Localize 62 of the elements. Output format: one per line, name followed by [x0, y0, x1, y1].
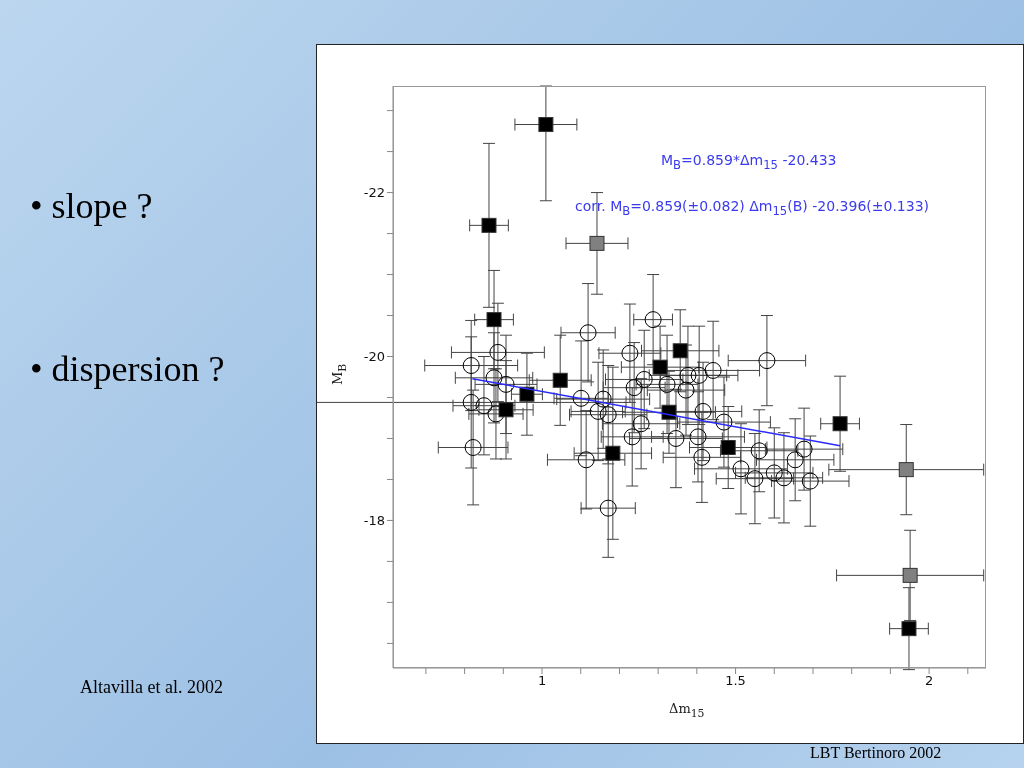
- point: [599, 499, 617, 517]
- text: • slope ?: [30, 185, 153, 227]
- point: [589, 402, 607, 420]
- point: [689, 428, 707, 446]
- point: [485, 369, 503, 387]
- x-tick-label: 1.5: [725, 673, 746, 689]
- point: [694, 402, 712, 420]
- point: [572, 389, 590, 407]
- point: [679, 366, 697, 384]
- point: [481, 217, 497, 233]
- point: [832, 416, 848, 432]
- point: [690, 366, 708, 384]
- point: [497, 375, 515, 393]
- point: [775, 469, 793, 487]
- point: [795, 440, 813, 458]
- point: [658, 375, 676, 393]
- point: [475, 397, 493, 415]
- text: LBT Bertinoro 2002: [810, 744, 942, 762]
- point: [902, 567, 918, 583]
- point: [667, 429, 685, 447]
- point: [552, 372, 568, 388]
- point: [715, 413, 733, 431]
- x-tick-label: 1: [537, 673, 547, 689]
- point: [901, 621, 917, 637]
- point: [621, 344, 639, 362]
- point: [623, 428, 641, 446]
- point: [489, 343, 507, 361]
- point: [898, 462, 914, 478]
- point: [693, 448, 711, 466]
- point: [579, 324, 597, 342]
- point: [498, 402, 514, 418]
- point: [462, 357, 480, 375]
- point: [672, 343, 688, 359]
- y-tick-label: -22: [363, 185, 385, 201]
- point: [704, 361, 722, 379]
- x-axis-title: Δm$_{15}$: [669, 701, 705, 720]
- point: [594, 390, 612, 408]
- point: [765, 464, 783, 482]
- point: [652, 359, 668, 375]
- point: [758, 352, 776, 370]
- point: [746, 470, 764, 488]
- point: [487, 405, 505, 423]
- point: [786, 451, 804, 469]
- y-tick-label: -20: [363, 349, 385, 365]
- point: [732, 460, 750, 478]
- point: [538, 117, 554, 133]
- point: [599, 406, 617, 424]
- point: [635, 370, 653, 388]
- x-tick-label: 2: [924, 673, 934, 689]
- text: • dispersion ?: [30, 348, 225, 390]
- point: [750, 442, 768, 460]
- point: [677, 381, 695, 399]
- point: [644, 311, 662, 329]
- point: [589, 235, 605, 251]
- point: [801, 472, 819, 490]
- annotation: M$_{B}$=0.859*Δm$_{15}$ -20.433: [661, 152, 837, 172]
- y-tick-label: -18: [363, 513, 385, 529]
- point: [605, 445, 621, 461]
- point: [464, 439, 482, 456]
- annotation: corr. M$_{B}$=0.859(±0.082) Δm$_{15}$(B) -20.396(±0.133): [575, 198, 930, 218]
- point: [486, 312, 502, 328]
- text: Altavilla et al. 2002: [80, 677, 223, 698]
